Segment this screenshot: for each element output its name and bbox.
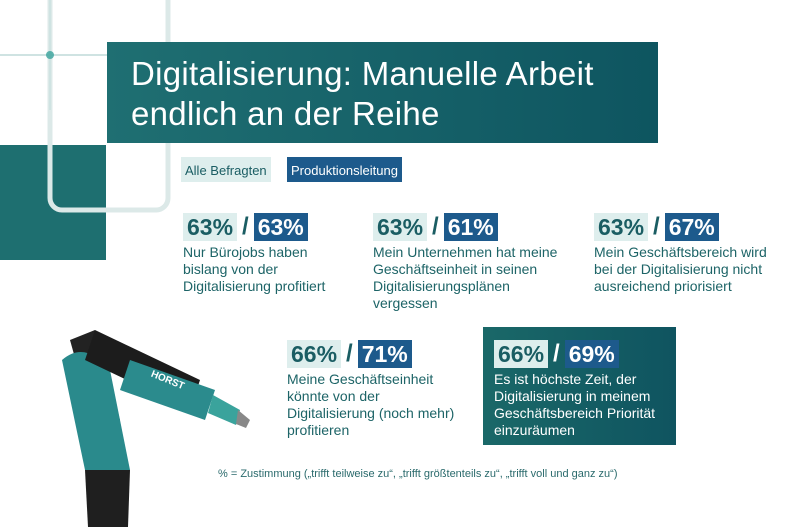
footnote: % = Zustimmung („trifft teilweise zu“, „… [218,468,618,480]
stat-values: 63%/61% [373,213,568,241]
legend-all: Alle Befragten [181,157,271,182]
value-all: 63% [373,213,428,241]
stat-text: Meine Geschäftseinheit könnte von der Di… [287,371,455,438]
value-prod: 61% [443,213,498,241]
stat-text: Mein Unternehmen hat meine Geschäftseinh… [373,244,558,311]
title: Digitalisierung: Manuelle Arbeit endlich… [107,42,658,143]
legend-prod: Produktionsleitung [287,157,402,182]
separator: / [432,213,439,240]
value-prod: 71% [357,340,412,368]
stat-values: 63%/67% [594,213,774,241]
stat-values: 63%/63% [183,213,353,241]
stat-text: Nur Bürojobs haben bislang von der Digit… [183,244,326,294]
value-all: 63% [594,213,649,241]
stat-block: 63%/67% Mein Geschäftsbereich wird bei de… [594,213,774,295]
stat-block: 66%/69% Es ist höchste Zeit, der Digitali… [494,340,669,439]
value-all: 66% [287,340,342,368]
value-all: 66% [494,340,549,368]
stat-text: Es ist höchste Zeit, der Digitalisierung… [494,371,656,438]
stat-values: 66%/71% [287,340,462,368]
stat-text: Mein Geschäftsbereich wird bei der Digit… [594,244,767,294]
value-prod: 69% [564,340,619,368]
value-prod: 67% [664,213,719,241]
stat-block: 63%/61% Mein Unternehmen hat meine Geschä… [373,213,568,312]
stat-block: 66%/71% Meine Geschäftseinheit könnte von… [287,340,462,439]
value-all: 63% [183,213,238,241]
value-prod: 63% [253,213,308,241]
stat-block: 63%/63% Nur Bürojobs haben bislang von de… [183,213,353,295]
separator: / [346,340,353,367]
separator: / [553,340,560,367]
robot [62,330,250,527]
separator: / [242,213,249,240]
stat-values: 66%/69% [494,340,669,368]
separator: / [653,213,660,240]
